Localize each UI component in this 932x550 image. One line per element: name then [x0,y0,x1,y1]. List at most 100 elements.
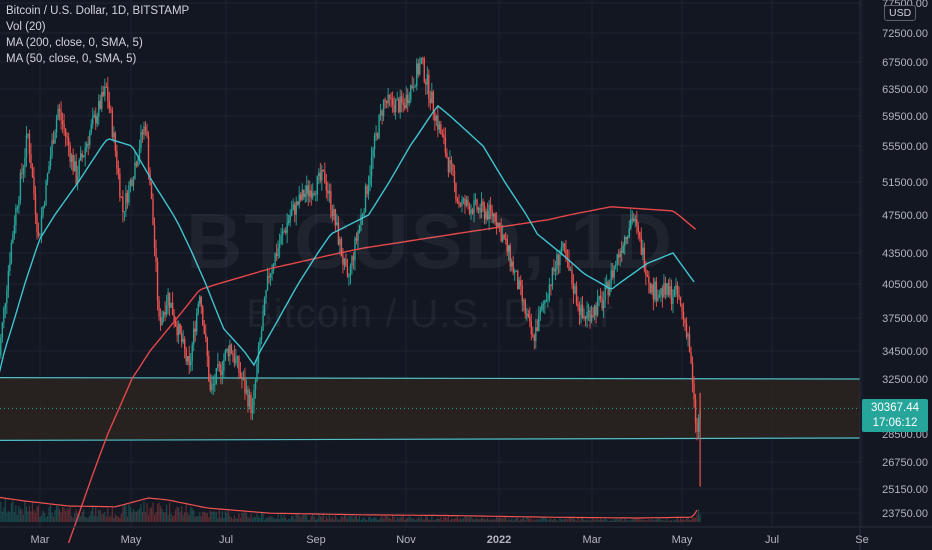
volume-bar [111,507,113,522]
candle-body [492,213,495,217]
volume-bar [450,518,453,522]
volume-bar [384,515,386,522]
volume-bar [563,519,566,522]
legend-ma50[interactable]: MA (50, close, 0, SMA, 5) [6,53,137,65]
candle-body [468,205,471,214]
legend-symbol[interactable]: Bitcoin / U.S. Dollar, 1D, BITSTAMP [6,5,190,17]
candle-body [129,180,132,186]
candle-body [500,226,502,242]
candle-body [550,284,552,287]
candle-body [313,193,315,195]
candle-body [453,170,456,183]
candle-body [49,155,52,166]
volume-bar [598,519,600,522]
volume-bar [551,520,553,522]
volume-bar [253,516,255,522]
candle-body [260,330,263,340]
legend-volume[interactable]: Vol (20) [6,21,46,33]
volume-bar [483,518,486,522]
volume-bar [479,519,481,522]
candle-body [233,355,236,364]
volume-bar [630,520,632,522]
volume-bar [13,512,15,522]
candle-body [307,185,309,196]
candle-body [310,190,312,198]
volume-bar [493,519,495,522]
volume-bar [506,520,508,522]
volume-bar [132,509,135,522]
candle-body [507,245,510,252]
currency-badge[interactable]: USD [884,5,917,21]
candle-body [146,131,148,137]
volume-bar [346,518,349,522]
volume-bar [36,506,38,522]
candle-body [316,175,318,195]
price-tick-label: 47500.00 [882,210,928,222]
volume-bar [68,509,70,522]
candle-body [685,323,688,337]
volume-bar [1,511,3,522]
volume-bar [307,519,309,522]
candle-body [450,160,453,164]
volume-bar [72,517,74,522]
volume-bar [114,514,116,522]
candle-body [135,162,138,166]
volume-bar [304,514,306,522]
volume-bar [449,520,451,522]
volume-bar [235,517,237,522]
volume-bar [238,513,240,522]
candle-body [618,254,620,258]
time-tick-label: Se [855,534,868,546]
volume-bar [263,519,266,522]
candle-body [426,74,429,85]
volume-bar [18,505,20,522]
candle-body [102,91,104,96]
volume-bar [208,517,210,522]
candle-body [137,159,139,166]
candle-body [42,206,44,216]
candle-body [19,173,22,201]
legend-ma200[interactable]: MA (200, close, 0, SMA, 5) [6,37,143,49]
volume-bar [185,504,187,522]
price-tick-label: 25150.00 [882,484,928,496]
volume-bar [179,512,181,522]
volume-bar [512,520,514,522]
volume-bar [196,516,198,522]
volume-bar [19,508,22,522]
candle-body [194,328,196,332]
candle-body [583,316,585,318]
price-tick-label: 32500.00 [882,374,928,386]
candle-body [601,298,603,309]
candle-body [614,264,617,267]
volume-bar [645,519,647,522]
volume-bar [667,520,670,522]
volume-bar [199,512,201,522]
volume-bar [330,518,332,522]
volume-bar [452,518,454,522]
volume-bar [515,517,517,522]
time-tick-label: Mar [31,534,50,546]
candle-body [126,192,129,203]
volume-bar [571,518,573,522]
volume-bar [536,519,538,522]
volume-bar [413,518,415,522]
candle-body [462,198,465,201]
volume-bar [313,516,315,522]
candle-body [611,270,614,278]
candle-body [599,296,602,299]
volume-bar [167,514,169,522]
volume-bar [262,513,264,522]
volume-bar [447,516,450,522]
volume-bar [279,519,281,522]
volume-bar [52,516,55,522]
candle-body [586,311,588,320]
candle-body [633,218,635,221]
volume-bar [456,516,459,522]
volume-bar [597,519,599,522]
volume-bar [505,517,507,522]
candle-body [1,322,4,338]
candle-body [244,378,246,394]
volume-bar [250,513,252,522]
candle-body [663,283,665,297]
